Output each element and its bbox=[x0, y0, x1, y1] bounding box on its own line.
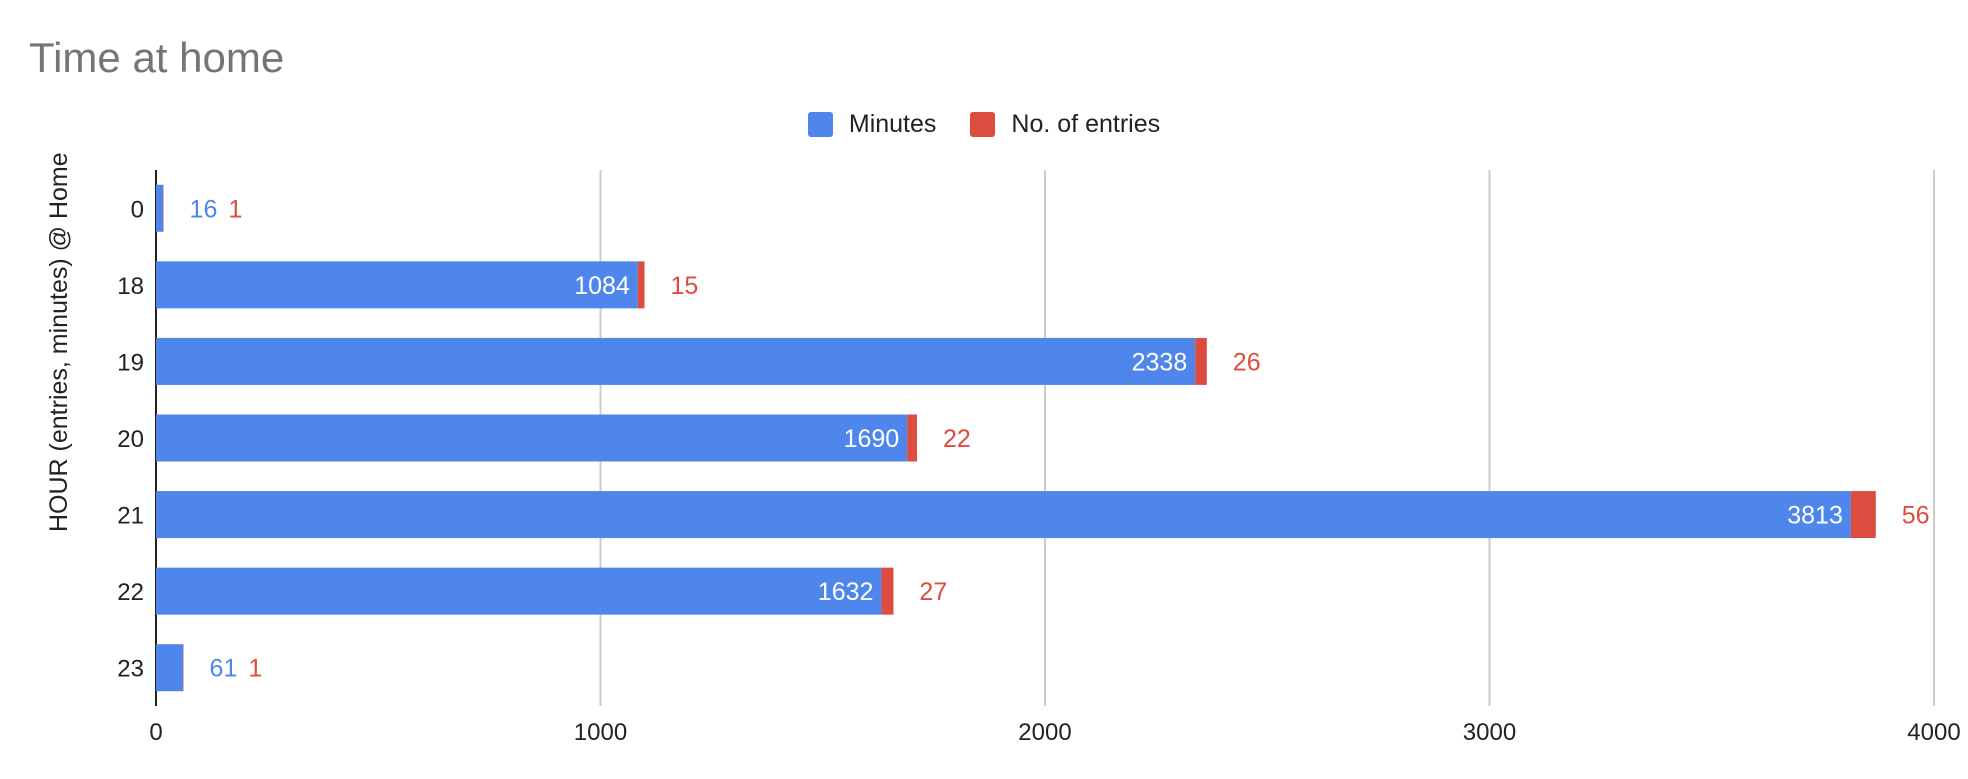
data-label-minutes: 1084 bbox=[574, 272, 630, 300]
data-label-entries: 22 bbox=[943, 425, 971, 453]
bar-minutes bbox=[156, 337, 1196, 385]
data-label-entries: 1 bbox=[228, 195, 242, 223]
data-label-minutes: 1632 bbox=[818, 578, 874, 606]
legend: Minutes No. of entries bbox=[0, 110, 1968, 139]
bar-entries bbox=[637, 261, 645, 309]
bar-entries bbox=[1850, 491, 1876, 539]
y-tick-label: 18 bbox=[117, 273, 144, 300]
legend-swatch-entries bbox=[970, 112, 996, 137]
x-tick-label: 0 bbox=[149, 719, 162, 746]
x-tick-label: 3000 bbox=[1463, 719, 1516, 746]
bar-entries bbox=[907, 414, 917, 462]
bar-entries bbox=[881, 567, 894, 615]
data-label-minutes: 61 bbox=[210, 655, 238, 683]
data-label-entries: 27 bbox=[919, 578, 947, 606]
bar-minutes bbox=[156, 567, 882, 615]
data-label-minutes: 2338 bbox=[1132, 348, 1188, 376]
legend-label-entries: No. of entries bbox=[1011, 110, 1161, 138]
data-label-minutes: 3813 bbox=[1787, 502, 1843, 530]
data-label-minutes: 1690 bbox=[844, 425, 900, 453]
y-tick-label: 23 bbox=[117, 656, 144, 683]
legend-label-minutes: Minutes bbox=[848, 110, 937, 138]
bar-entries bbox=[1195, 337, 1207, 385]
data-label-minutes: 16 bbox=[190, 195, 218, 223]
x-tick-label: 2000 bbox=[1018, 719, 1071, 746]
y-tick-label: 0 bbox=[131, 196, 144, 223]
y-tick-label: 21 bbox=[117, 503, 144, 530]
bar-minutes bbox=[156, 261, 638, 309]
legend-item-entries[interactable]: No. of entries bbox=[970, 110, 1160, 139]
data-label-entries: 56 bbox=[1902, 502, 1930, 530]
legend-swatch-minutes bbox=[807, 112, 833, 137]
data-label-entries: 15 bbox=[671, 272, 699, 300]
bar-minutes bbox=[156, 184, 164, 232]
x-tick-label: 4000 bbox=[1907, 719, 1960, 746]
data-label-entries: 1 bbox=[248, 655, 262, 683]
y-tick-label: 22 bbox=[117, 579, 144, 606]
bar-minutes bbox=[156, 414, 908, 462]
chart-title: Time at home bbox=[29, 34, 285, 81]
y-tick-label: 20 bbox=[117, 426, 144, 453]
data-label-entries: 26 bbox=[1233, 348, 1261, 376]
x-tick-label: 1000 bbox=[574, 719, 627, 746]
legend-item-minutes[interactable]: Minutes bbox=[807, 110, 937, 139]
bar-minutes bbox=[156, 644, 184, 692]
bar-minutes bbox=[156, 491, 1851, 539]
y-tick-label: 19 bbox=[117, 349, 144, 376]
